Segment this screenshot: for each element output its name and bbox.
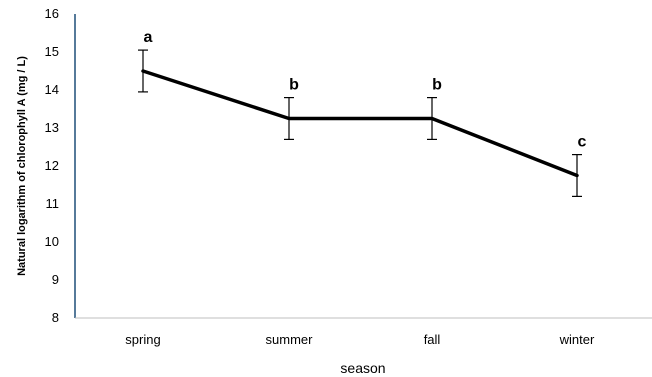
x-tick-label: summer <box>266 332 314 347</box>
y-tick-label: 11 <box>46 196 60 211</box>
significance-label: b <box>289 77 299 94</box>
x-tick-label: winter <box>559 332 595 347</box>
y-axis-title: Natural logarithm of chlorophyll A (mg /… <box>16 56 28 276</box>
y-tick-labels: 8 9 10 11 12 13 14 15 16 <box>45 6 59 325</box>
y-tick-label: 10 <box>45 234 59 249</box>
y-tick-label: 12 <box>45 158 59 173</box>
significance-label: b <box>432 77 442 94</box>
y-tick-label: 15 <box>45 44 59 59</box>
series-group: a b b c <box>138 29 587 197</box>
x-tick-label: spring <box>125 332 160 347</box>
significance-label: c <box>578 134 587 151</box>
y-tick-label: 13 <box>45 120 59 135</box>
series-line <box>141 69 579 178</box>
x-tick-label: fall <box>424 332 441 347</box>
y-tick-label: 16 <box>45 6 59 21</box>
y-tick-label: 14 <box>45 82 59 97</box>
significance-label: a <box>144 29 153 46</box>
x-tick-labels: spring summer fall winter <box>125 332 595 347</box>
y-tick-label: 9 <box>52 272 59 287</box>
y-tick-label: 8 <box>52 310 59 325</box>
x-axis-title: season <box>340 360 385 376</box>
